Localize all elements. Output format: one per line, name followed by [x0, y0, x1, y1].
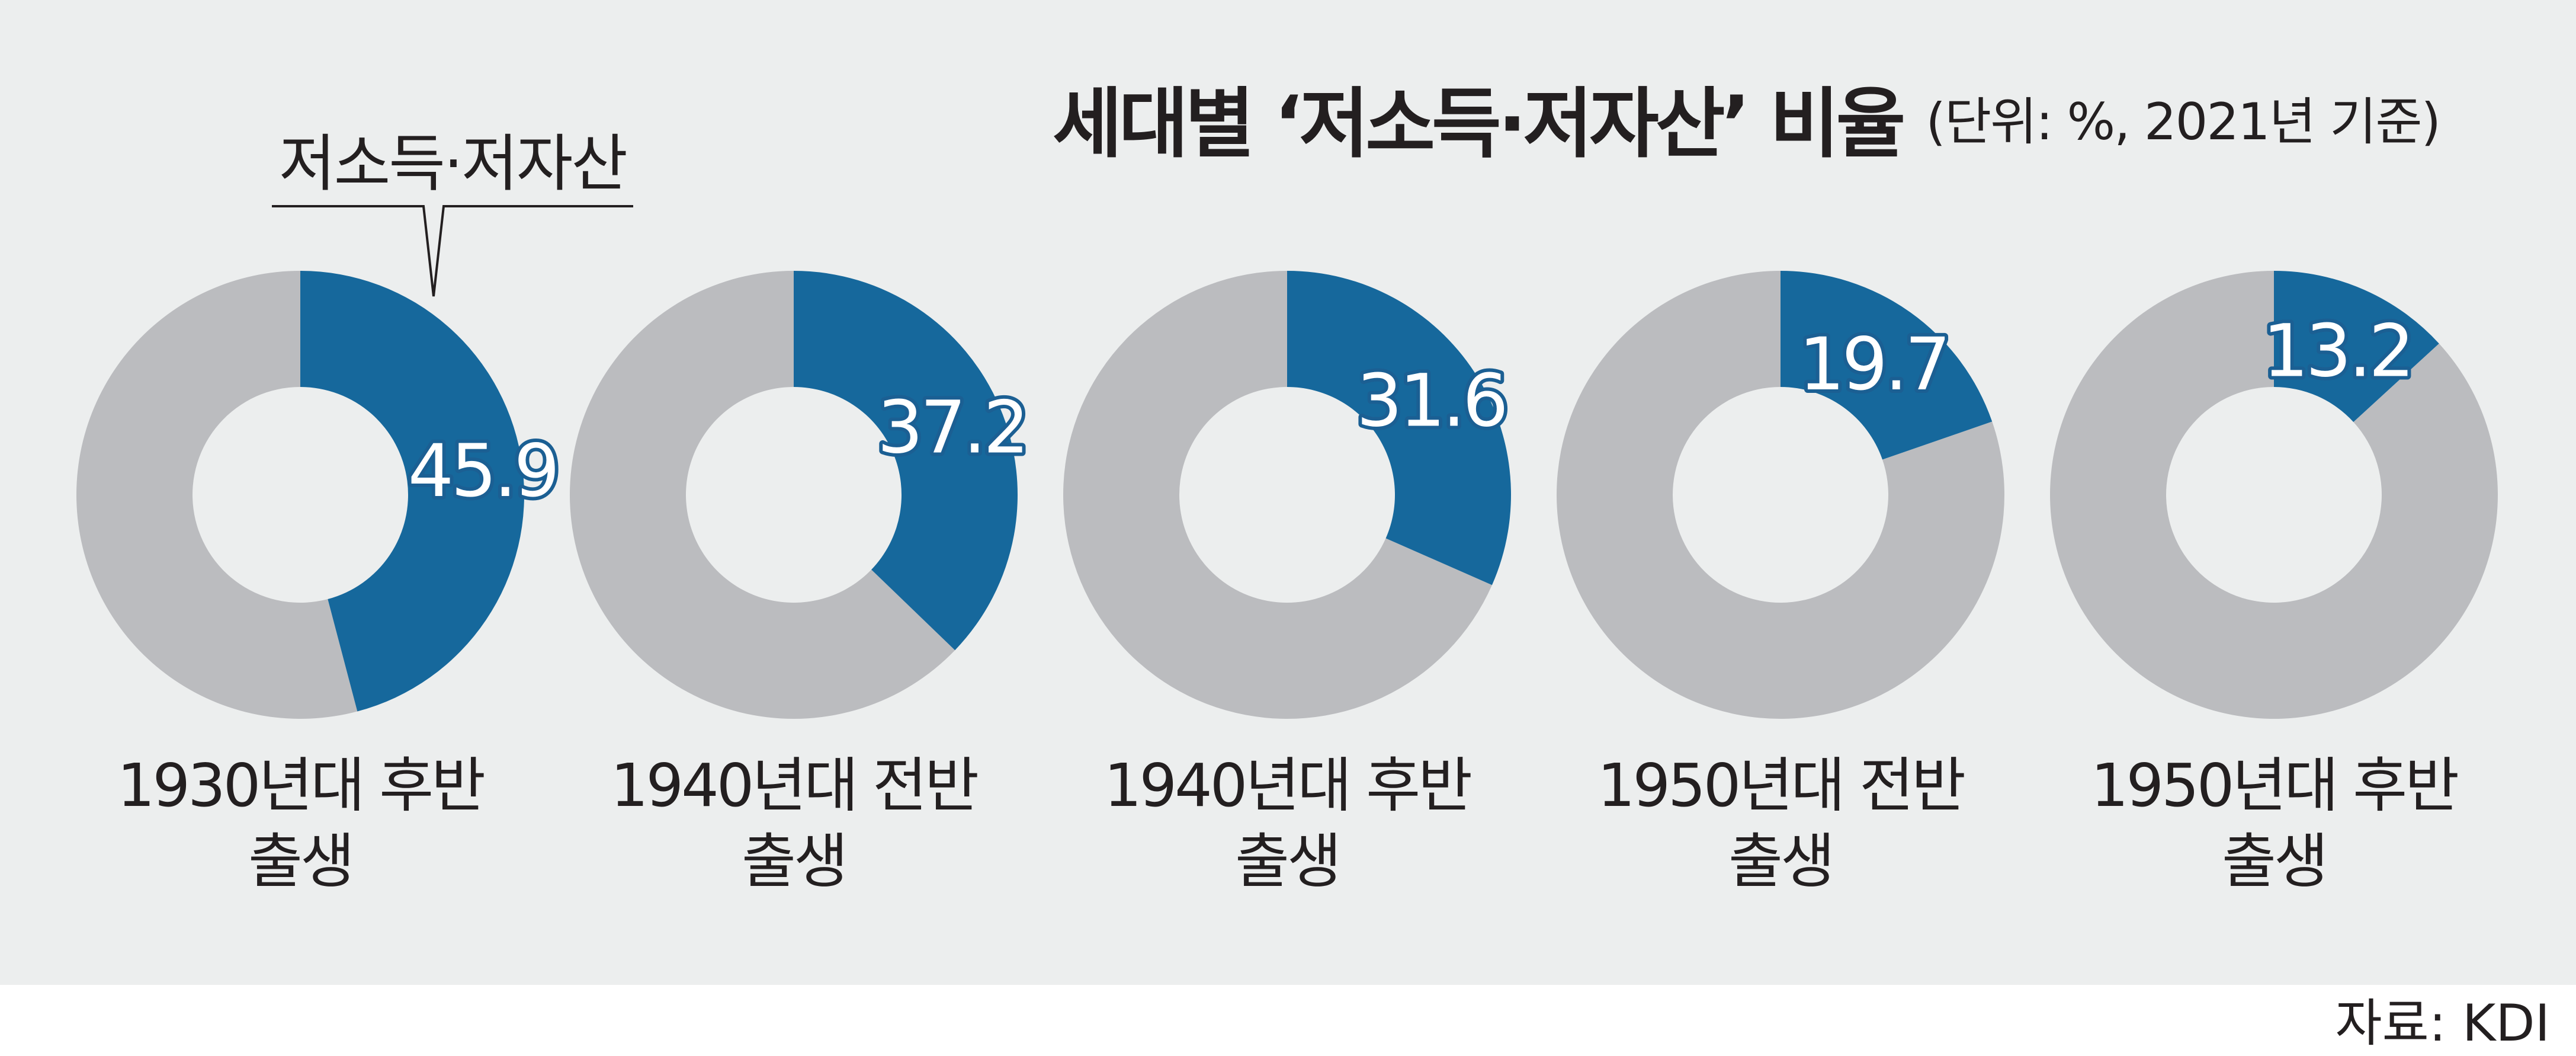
- category-label-4-line-1: 1950년대 전반: [1597, 751, 1964, 820]
- category-label-2-line-1: 1940년대 전반: [611, 751, 977, 820]
- category-label-3-line-1: 1940년대 후반: [1104, 751, 1471, 820]
- donut-slice-3: [1287, 271, 1511, 585]
- donut-slice-5: [2274, 271, 2439, 423]
- value-label-4: 19.7: [1799, 322, 1948, 407]
- donut-slice-4: [1781, 271, 1993, 460]
- category-label-2-line-2: 출생: [742, 827, 846, 896]
- callout-line: [272, 205, 633, 297]
- category-label-1-line-1: 1930년대 후반: [117, 751, 484, 820]
- category-label-4-line-2: 출생: [1728, 827, 1833, 896]
- value-label-1: 45.9: [408, 429, 557, 513]
- value-label-3: 31.6: [1356, 359, 1506, 443]
- chart-title: 세대별 ‘저소득·저자산’ 비율: [1053, 79, 1905, 168]
- callout-label: 저소득·저자산: [279, 127, 626, 200]
- donut-slice-1: [300, 271, 525, 712]
- chart-subtitle: (단위: %, 2021년 기준): [1926, 92, 2441, 152]
- donut-rest-2: [570, 271, 955, 719]
- value-label-2: 37.2: [877, 386, 1026, 470]
- donut-rest-3: [1063, 270, 1492, 719]
- donut-rest-4: [1557, 270, 2004, 719]
- category-label-1-line-2: 출생: [248, 827, 352, 896]
- category-label-5-line-1: 1950년대 후반: [2091, 751, 2458, 820]
- source-note: 자료: KDI: [2335, 994, 2550, 1053]
- donut-rest-5: [2049, 271, 2498, 719]
- title-row: 세대별 ‘저소득·저자산’ 비율 (단위: %, 2021년 기준): [1053, 66, 2441, 168]
- category-label-5-line-2: 출생: [2222, 827, 2326, 896]
- donut-rest-1: [76, 271, 358, 719]
- value-label-5: 13.2: [2263, 309, 2412, 393]
- category-label-3-line-2: 출생: [1235, 827, 1339, 896]
- donut-slice-2: [794, 271, 1018, 651]
